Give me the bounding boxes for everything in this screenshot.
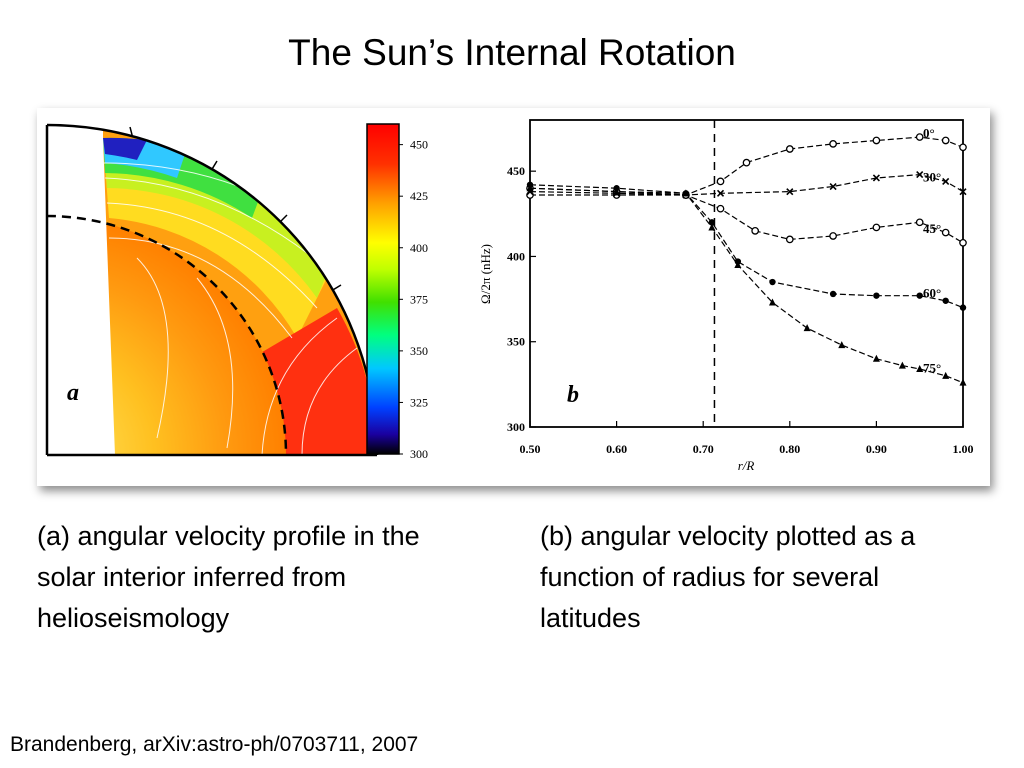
series-line bbox=[529, 184, 964, 309]
colorbar-tick-label: 450 bbox=[410, 138, 428, 152]
x-axis-label: r/R bbox=[738, 458, 755, 473]
series-label: 60° bbox=[923, 286, 941, 301]
data-point bbox=[959, 378, 967, 386]
data-point bbox=[959, 143, 967, 152]
series-label: 30° bbox=[923, 170, 941, 185]
panel-a-map bbox=[45, 123, 379, 457]
data-point bbox=[613, 187, 621, 195]
data-point bbox=[803, 324, 811, 332]
data-point bbox=[942, 371, 950, 379]
data-point bbox=[708, 223, 716, 231]
panel-b-chart: 0.50 0.60 0.70 0.80 0.90 1.00 300 350 400 450 0° 30… bbox=[478, 119, 974, 473]
series-line bbox=[529, 187, 964, 384]
data-point bbox=[941, 136, 950, 145]
y-axis-label: Ω/2π (nHz) bbox=[478, 244, 493, 304]
data-point bbox=[941, 228, 950, 237]
data-point bbox=[716, 204, 725, 213]
data-point bbox=[942, 297, 949, 304]
caption-b: (b) angular velocity plotted as a functi… bbox=[540, 521, 916, 633]
series-label: 0° bbox=[923, 125, 935, 140]
data-point bbox=[872, 223, 881, 232]
data-point bbox=[786, 188, 794, 196]
colorbar-tick-label: 425 bbox=[410, 189, 428, 203]
chart-frame bbox=[529, 119, 964, 428]
data-point bbox=[716, 177, 725, 186]
y-tick-label: 450 bbox=[507, 164, 525, 178]
data-point bbox=[742, 158, 751, 167]
data-point bbox=[959, 304, 967, 311]
data-point bbox=[829, 290, 837, 298]
data-point bbox=[872, 136, 881, 145]
series-line bbox=[529, 187, 964, 244]
colorbar-tick-label: 375 bbox=[410, 292, 428, 306]
data-point bbox=[898, 361, 906, 369]
data-point bbox=[716, 189, 725, 197]
data-point bbox=[916, 171, 924, 179]
data-point bbox=[915, 218, 924, 227]
x-tick-label: 0.80 bbox=[779, 442, 800, 456]
series-label: 75° bbox=[923, 361, 941, 376]
x-tick-label: 0.60 bbox=[606, 442, 627, 456]
y-tick-label: 350 bbox=[507, 335, 525, 349]
data-point bbox=[769, 278, 776, 286]
data-point bbox=[829, 140, 837, 148]
data-point bbox=[959, 188, 967, 196]
x-tick-label: 0.50 bbox=[520, 442, 541, 456]
figure-svg: a 450 425 400 375 350 325 300 0.50 0.60 0.70 0.80… bbox=[45, 119, 974, 473]
data-point bbox=[526, 184, 534, 192]
data-point bbox=[682, 189, 690, 197]
series-label: 45° bbox=[923, 221, 941, 236]
colorbar-tick-label: 325 bbox=[410, 395, 428, 409]
colorbar-tick-label: 300 bbox=[410, 447, 428, 461]
data-point bbox=[959, 238, 967, 247]
colorbar: 450 425 400 375 350 325 300 bbox=[366, 123, 428, 461]
panel-b-label: b bbox=[567, 382, 579, 408]
data-point bbox=[915, 133, 924, 141]
citation: Brandenberg, arXiv:astro-ph/0703711, 200… bbox=[10, 733, 419, 756]
data-point bbox=[708, 219, 716, 226]
data-point bbox=[916, 365, 924, 373]
y-tick-label: 400 bbox=[507, 249, 525, 263]
x-tick-label: 0.70 bbox=[693, 442, 714, 456]
data-point bbox=[768, 298, 776, 306]
data-point bbox=[872, 354, 880, 362]
data-point bbox=[829, 182, 837, 191]
data-point bbox=[873, 292, 880, 299]
data-point bbox=[734, 260, 742, 268]
data-point bbox=[838, 341, 846, 349]
data-point bbox=[829, 232, 837, 240]
x-tick-label: 0.90 bbox=[866, 442, 887, 456]
data-point bbox=[785, 235, 794, 244]
data-point bbox=[916, 292, 923, 299]
series-line bbox=[529, 173, 964, 196]
panel-a-label: a bbox=[67, 380, 79, 406]
colorbar-tick-label: 350 bbox=[410, 344, 428, 358]
data-point bbox=[872, 174, 880, 182]
colorbar-tick-label: 400 bbox=[410, 241, 428, 255]
slide-title: The Sun’s Internal Rotation bbox=[288, 32, 736, 73]
x-tick-label: 1.00 bbox=[953, 442, 974, 456]
data-point bbox=[785, 145, 794, 153]
caption-a: (a) angular velocity profile in the sola… bbox=[37, 521, 420, 633]
data-point bbox=[942, 177, 950, 185]
data-point bbox=[751, 227, 760, 235]
y-tick-label: 300 bbox=[507, 420, 525, 434]
figure: a 450 425 400 375 350 325 300 0.50 0.60 0.70 0.80… bbox=[37, 108, 990, 486]
